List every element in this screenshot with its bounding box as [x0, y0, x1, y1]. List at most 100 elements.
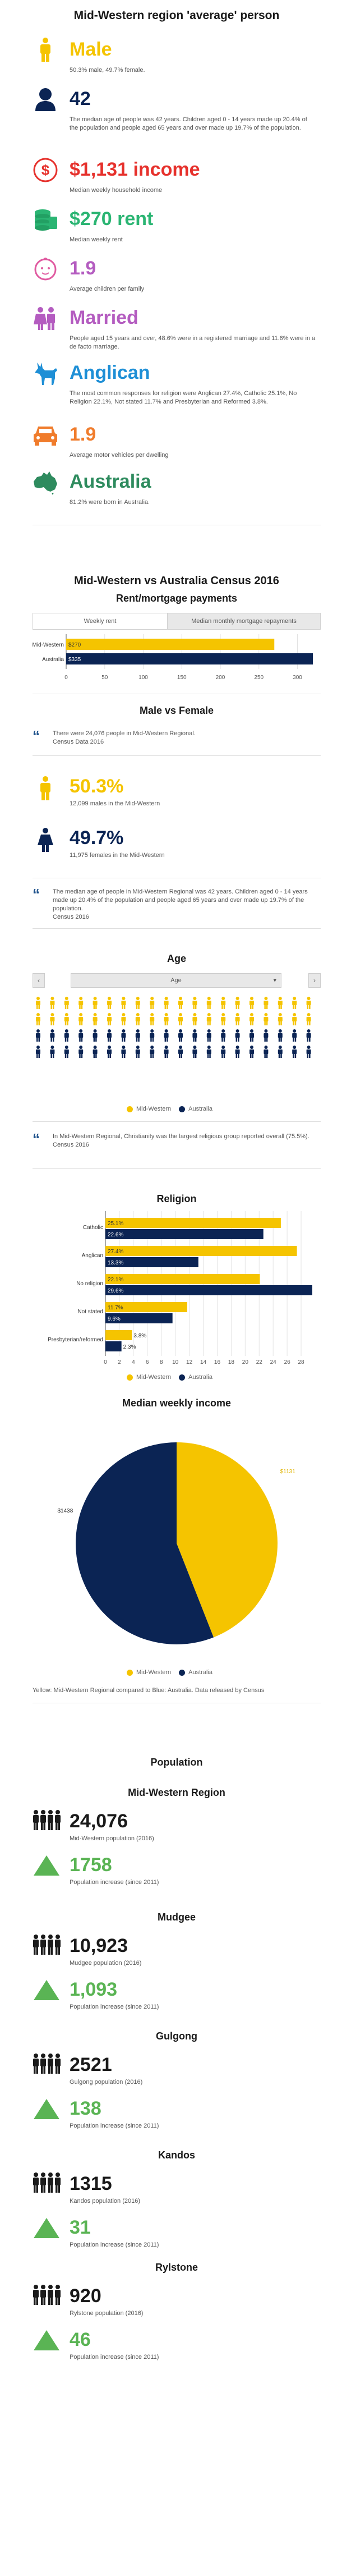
person-icon: [164, 1029, 169, 1042]
category-label: Catholic: [83, 1225, 103, 1231]
region-name: Mudgee: [157, 1912, 196, 1923]
region-name: Kandos: [158, 2149, 195, 2161]
person-icon: [64, 1046, 69, 1058]
male-person-icon: [40, 38, 50, 62]
person-icon: [36, 997, 40, 1009]
income-value: $1,131 income: [70, 159, 200, 180]
person-icon: [135, 997, 140, 1009]
male-count-label: 12,099 males in the Mid-Western: [70, 800, 160, 807]
data-label: 22.6%: [108, 1232, 123, 1238]
increase-value: 1758: [70, 1854, 112, 1876]
age-legend: Mid-Western Australia: [127, 1106, 212, 1112]
gender-text: 50.3% male, 49.7% female.: [70, 67, 145, 74]
age-value: 42: [70, 88, 91, 109]
next-arrow-button[interactable]: ›: [308, 973, 321, 988]
population-block: Rylstone 920 Rylstone population (2016) …: [33, 2262, 321, 2374]
x-tick-label: 250: [254, 675, 264, 681]
tab-weekly-rent[interactable]: Weekly rent: [33, 613, 168, 629]
increase-label: Population increase (since 2011): [70, 1879, 159, 1886]
population-stat: 24,076 Mid-Western population (2016): [33, 1809, 321, 1849]
population-title: Population: [150, 1757, 203, 1768]
persona-marital: Married People aged 15 years and over, 4…: [33, 305, 321, 356]
people-group-icon: [33, 1810, 61, 1830]
tab-mortgage[interactable]: Median monthly mortgage repayments: [168, 613, 320, 629]
legend-label-australia: Australia: [188, 1669, 212, 1676]
people-group-icon: [33, 2054, 61, 2074]
person-icon: [192, 1013, 197, 1025]
data-label: 9.6%: [108, 1316, 121, 1322]
person-icon: [121, 997, 126, 1009]
person-icon: [264, 997, 269, 1009]
data-label: $335: [68, 657, 81, 663]
pie-slice: [177, 1442, 278, 1638]
triangle-up-icon: [34, 2330, 59, 2350]
data-label: $270: [68, 642, 81, 648]
person-icon: [221, 1013, 226, 1025]
person-icon: [78, 1046, 84, 1058]
x-tick-label: 50: [101, 675, 108, 681]
person-icon: [221, 1046, 226, 1058]
population-block: Gulgong 2521 Gulgong population (2016) 1…: [33, 2030, 321, 2143]
data-label: 27.4%: [108, 1249, 123, 1255]
increase-value: 31: [70, 2217, 91, 2238]
religion-bar: [105, 1330, 132, 1340]
quote-body: The median age of people in Mid-Western …: [53, 888, 308, 912]
person-icon: [164, 1046, 169, 1058]
birthplace-text: 81.2% were born in Australia.: [70, 499, 150, 506]
triangle-up-icon: [34, 2218, 59, 2238]
person-icon: [178, 1046, 183, 1058]
age-people-chart: [36, 997, 311, 1058]
religion-bar: [105, 1302, 187, 1312]
quote-body: In Mid-Western Regional, Christianity wa…: [53, 1133, 309, 1140]
increase-value: 46: [70, 2329, 91, 2350]
religion-bar: [105, 1341, 122, 1351]
person-icon: [249, 1013, 254, 1025]
religion-title: Religion: [156, 1193, 197, 1204]
female-percent: 49.7%: [70, 827, 124, 849]
person-icon: [36, 1013, 40, 1025]
marital-value: Married: [70, 307, 138, 328]
category-label: Australia: [42, 657, 64, 663]
person-icon: [50, 1046, 55, 1058]
person-icon: [278, 1046, 283, 1058]
prev-arrow-button[interactable]: ‹: [33, 973, 45, 988]
rent-text: Median weekly rent: [70, 236, 123, 243]
quote-source: Census Data 2016: [53, 739, 104, 745]
increase-value: 1,093: [70, 1979, 118, 2000]
religion-bar: [105, 1246, 297, 1256]
person-icon: [221, 997, 226, 1009]
income-title: Median weekly income: [122, 1397, 232, 1409]
chevron-down-icon: ▾: [273, 977, 276, 984]
category-label: Not stated: [77, 1309, 103, 1315]
person-icon: [249, 1046, 254, 1058]
person-icon: [306, 1013, 311, 1025]
x-tick-label: 150: [177, 675, 187, 681]
birthplace-value: Australia: [70, 471, 151, 492]
age-select-value: Age: [170, 977, 182, 984]
svg-text:$: $: [41, 162, 50, 178]
rent-title: Rent/mortgage payments: [115, 593, 238, 604]
religion-bar: [105, 1218, 281, 1228]
population-label: Gulgong population (2016): [70, 2079, 143, 2085]
person-icon: [306, 1029, 311, 1042]
population-stat: 1315 Kandos population (2016): [33, 2172, 321, 2211]
religion-bar: [105, 1285, 313, 1295]
person-icon: [121, 1013, 126, 1025]
age-select[interactable]: Age ▾: [71, 973, 281, 988]
x-tick-label: 0: [64, 675, 68, 681]
increase-label: Population increase (since 2011): [70, 2004, 159, 2010]
person-icon: [306, 1046, 311, 1058]
religion-quote: “ In Mid-Western Regional, Christianity …: [33, 1131, 321, 1165]
person-icon: [192, 997, 197, 1009]
category-label: Presbyterian/reformed: [48, 1337, 103, 1343]
legend-label-midwestern: Mid-Western: [136, 1669, 172, 1676]
person-icon: [107, 997, 112, 1009]
australia-map-icon: [34, 471, 57, 495]
age-quote-text: The median age of people in Mid-Western …: [53, 888, 316, 922]
x-tick-label: 4: [132, 1359, 135, 1365]
region-name: Rylstone: [155, 2262, 198, 2273]
person-icon: [78, 1029, 84, 1042]
person-icon: [178, 997, 183, 1009]
person-icon: [50, 1013, 55, 1025]
male-person-icon: [40, 776, 50, 800]
